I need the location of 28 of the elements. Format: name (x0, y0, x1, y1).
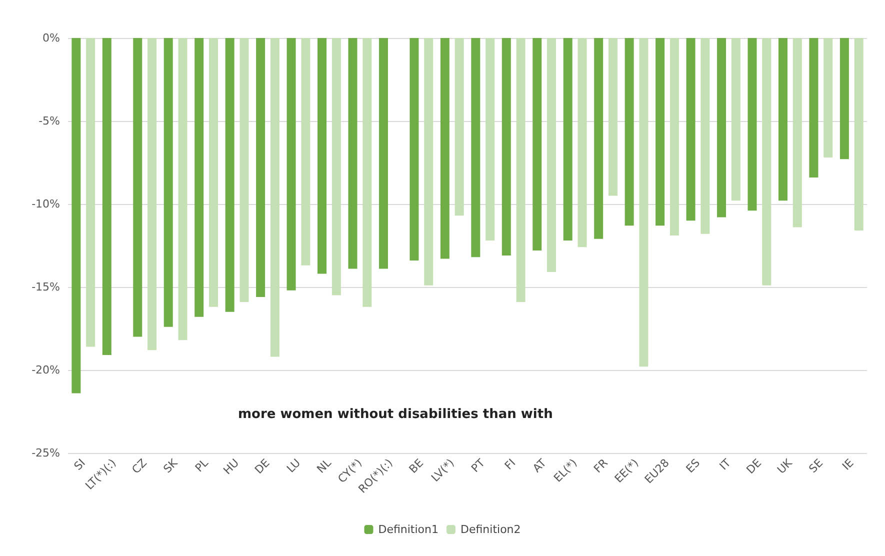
y-tick-label: -5% (38, 114, 60, 128)
x-tick-label: HU (220, 456, 242, 478)
y-tick-label: 0% (42, 32, 60, 44)
x-tick-label: UK (774, 456, 796, 476)
x-tick-label: NL (314, 456, 334, 476)
x-tick-label: AT (530, 456, 550, 476)
y-tick-label: -15% (32, 280, 60, 294)
y-tick-label: -25% (32, 446, 60, 460)
y-tick-label: -20% (32, 364, 60, 376)
x-tick-label: SE (806, 456, 826, 476)
x-tick-label: BE (406, 456, 426, 476)
x-tick-label: PT (468, 456, 488, 476)
annotation: more women without disabilities than with (238, 407, 553, 422)
x-tick-label: IT (717, 456, 734, 473)
legend-label: Definition1 (378, 523, 438, 536)
x-tick-label: DE (744, 456, 764, 476)
x-tick-label: CZ (129, 456, 150, 476)
x-tick-label: DE (252, 456, 272, 476)
legend-label: Definition2 (460, 523, 521, 536)
x-tick-label: PL (192, 456, 212, 475)
x-tick-label: ES (684, 456, 703, 476)
x-tick-label: FR (591, 456, 611, 476)
y-tick-label: -10% (32, 198, 60, 210)
x-tick-label: LU (284, 456, 304, 476)
x-tick-label: FI (502, 456, 518, 472)
x-tick-label: SK (160, 456, 181, 476)
x-tick-label: IE (840, 456, 856, 473)
x-tick-label: SI (72, 456, 88, 473)
